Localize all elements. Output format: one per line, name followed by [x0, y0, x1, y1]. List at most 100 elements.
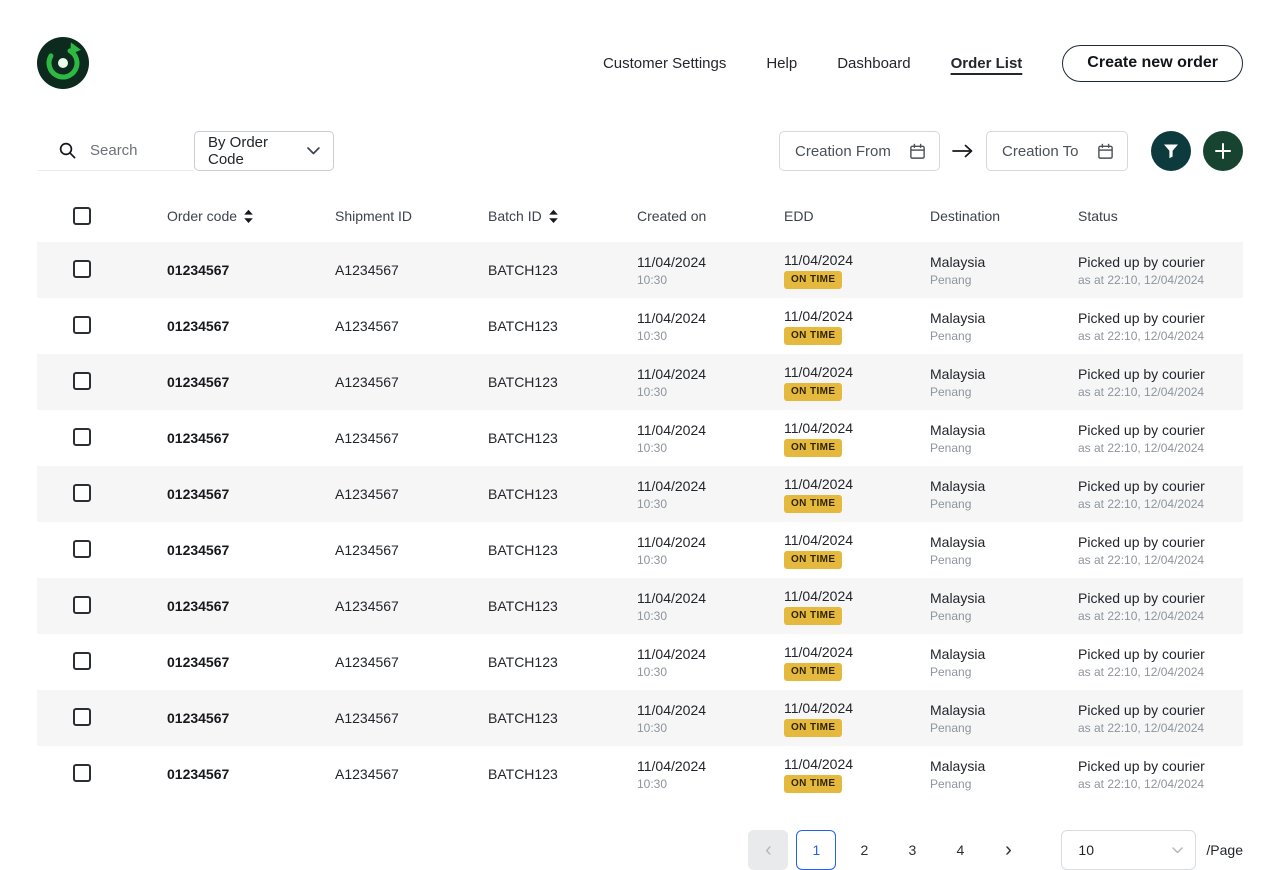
create-new-order-button[interactable]: Create new order — [1062, 44, 1243, 82]
on-time-status-badge: ON TIME — [784, 550, 843, 569]
page-button-1[interactable]: 1 — [796, 830, 837, 870]
column-batch-id[interactable]: Batch ID — [488, 208, 637, 224]
column-shipment-id[interactable]: Shipment ID — [335, 208, 488, 224]
order-code: 01234567 — [167, 262, 230, 278]
sort-icon[interactable] — [243, 209, 254, 224]
row-checkbox[interactable] — [73, 315, 91, 334]
table-row[interactable]: 01234567 A1234567 BATCH123 11/04/2024 10… — [37, 298, 1243, 354]
order-code: 01234567 — [167, 318, 230, 334]
created-on-cell: 11/04/2024 10:30 — [637, 702, 784, 735]
shipment-id: A1234567 — [335, 598, 399, 614]
table-row[interactable]: 01234567 A1234567 BATCH123 11/04/2024 10… — [37, 690, 1243, 746]
destination-city: Penang — [930, 664, 972, 679]
status-cell: Picked up by courier as at 22:10, 12/04/… — [1078, 534, 1243, 567]
created-time: 10:30 — [637, 776, 668, 791]
calendar-icon — [910, 143, 925, 159]
created-on-cell: 11/04/2024 10:30 — [637, 366, 784, 399]
edd-date: 11/04/2024 — [784, 531, 854, 548]
search-group: By Order Code — [37, 131, 334, 171]
creation-to-field[interactable]: Creation To — [986, 131, 1128, 171]
status-cell: Picked up by courier as at 22:10, 12/04/… — [1078, 478, 1243, 511]
table-row[interactable]: 01234567 A1234567 BATCH123 11/04/2024 10… — [37, 578, 1243, 634]
table-row[interactable]: 01234567 A1234567 BATCH123 11/04/2024 10… — [37, 746, 1243, 802]
search-input[interactable] — [90, 142, 180, 159]
edd-date: 11/04/2024 — [784, 363, 854, 380]
select-all-checkbox[interactable] — [73, 207, 91, 225]
shipment-id-cell: A1234567 — [335, 318, 488, 334]
on-time-status-badge: ON TIME — [784, 382, 843, 401]
row-checkbox[interactable] — [73, 259, 91, 278]
edd-date: 11/04/2024 — [784, 251, 854, 268]
created-time: 10:30 — [637, 552, 668, 567]
shipment-id: A1234567 — [335, 710, 399, 726]
destination-cell: Malaysia Penang — [930, 702, 1078, 735]
row-checkbox[interactable] — [73, 539, 91, 558]
nav-customer-settings[interactable]: Customer Settings — [602, 54, 727, 72]
sort-icon[interactable] — [548, 209, 559, 224]
edd-cell: 11/04/2024 ON TIME — [784, 756, 930, 793]
table-row[interactable]: 01234567 A1234567 BATCH123 11/04/2024 10… — [37, 354, 1243, 410]
created-on-cell: 11/04/2024 10:30 — [637, 758, 784, 791]
row-checkbox-cell — [73, 315, 167, 337]
shipment-id: A1234567 — [335, 486, 399, 502]
search-type-select[interactable]: By Order Code — [194, 131, 334, 171]
nav-help[interactable]: Help — [766, 54, 798, 72]
row-checkbox[interactable] — [73, 371, 91, 390]
previous-page-button[interactable]: ‹ — [748, 830, 789, 870]
batch-id-cell: BATCH123 — [488, 486, 637, 502]
order-code-cell: 01234567 — [167, 262, 335, 278]
row-checkbox[interactable] — [73, 707, 91, 726]
nav-order-list[interactable]: Order List — [950, 54, 1023, 72]
order-code: 01234567 — [167, 430, 230, 446]
table-row[interactable]: 01234567 A1234567 BATCH123 11/04/2024 10… — [37, 634, 1243, 690]
filter-button[interactable] — [1151, 131, 1191, 171]
page-button-2[interactable]: 2 — [844, 830, 885, 870]
row-checkbox-cell — [73, 707, 167, 729]
created-on-cell: 11/04/2024 10:30 — [637, 310, 784, 343]
page-button-3[interactable]: 3 — [892, 830, 933, 870]
status-cell: Picked up by courier as at 22:10, 12/04/… — [1078, 702, 1243, 735]
row-checkbox[interactable] — [73, 651, 91, 670]
status-detail: as at 22:10, 12/04/2024 — [1078, 384, 1205, 399]
edd-cell: 11/04/2024 ON TIME — [784, 420, 930, 457]
search-field[interactable] — [37, 131, 194, 171]
column-label: Shipment ID — [335, 208, 413, 224]
row-checkbox[interactable] — [73, 427, 91, 446]
page-button-4[interactable]: 4 — [940, 830, 981, 870]
order-code-cell: 01234567 — [167, 430, 335, 446]
row-checkbox-cell — [73, 483, 167, 505]
table-row[interactable]: 01234567 A1234567 BATCH123 11/04/2024 10… — [37, 466, 1243, 522]
edd-date: 11/04/2024 — [784, 643, 854, 660]
created-date: 11/04/2024 — [637, 477, 707, 494]
destination-cell: Malaysia Penang — [930, 254, 1078, 287]
column-edd: EDD — [784, 208, 930, 224]
status-detail: as at 22:10, 12/04/2024 — [1078, 440, 1205, 455]
table-row[interactable]: 01234567 A1234567 BATCH123 11/04/2024 10… — [37, 522, 1243, 578]
table-row[interactable]: 01234567 A1234567 BATCH123 11/04/2024 10… — [37, 410, 1243, 466]
batch-id: BATCH123 — [488, 486, 558, 502]
status-cell: Picked up by courier as at 22:10, 12/04/… — [1078, 758, 1243, 791]
batch-id-cell: BATCH123 — [488, 598, 637, 614]
column-order-code[interactable]: Order code — [167, 208, 335, 224]
created-date: 11/04/2024 — [637, 645, 707, 662]
destination-country: Malaysia — [930, 533, 986, 550]
created-on-cell: 11/04/2024 10:30 — [637, 646, 784, 679]
created-date: 11/04/2024 — [637, 589, 707, 606]
nav-dashboard[interactable]: Dashboard — [837, 54, 911, 72]
row-checkbox[interactable] — [73, 483, 91, 502]
date-filter-group: Creation From Creation To — [779, 131, 1243, 171]
add-button[interactable] — [1203, 131, 1243, 171]
row-checkbox[interactable] — [73, 595, 91, 614]
page-size-select[interactable]: 10 — [1061, 830, 1197, 870]
page-size-value: 10 — [1078, 842, 1094, 858]
next-page-button[interactable]: › — [988, 830, 1029, 870]
order-code: 01234567 — [167, 486, 230, 502]
table-row[interactable]: 01234567 A1234567 BATCH123 11/04/2024 10… — [37, 242, 1243, 298]
batch-id: BATCH123 — [488, 654, 558, 670]
created-date: 11/04/2024 — [637, 309, 707, 326]
row-checkbox-cell — [73, 595, 167, 617]
destination-country: Malaysia — [930, 589, 986, 606]
creation-from-field[interactable]: Creation From — [779, 131, 940, 171]
destination-cell: Malaysia Penang — [930, 758, 1078, 791]
row-checkbox[interactable] — [73, 763, 91, 782]
